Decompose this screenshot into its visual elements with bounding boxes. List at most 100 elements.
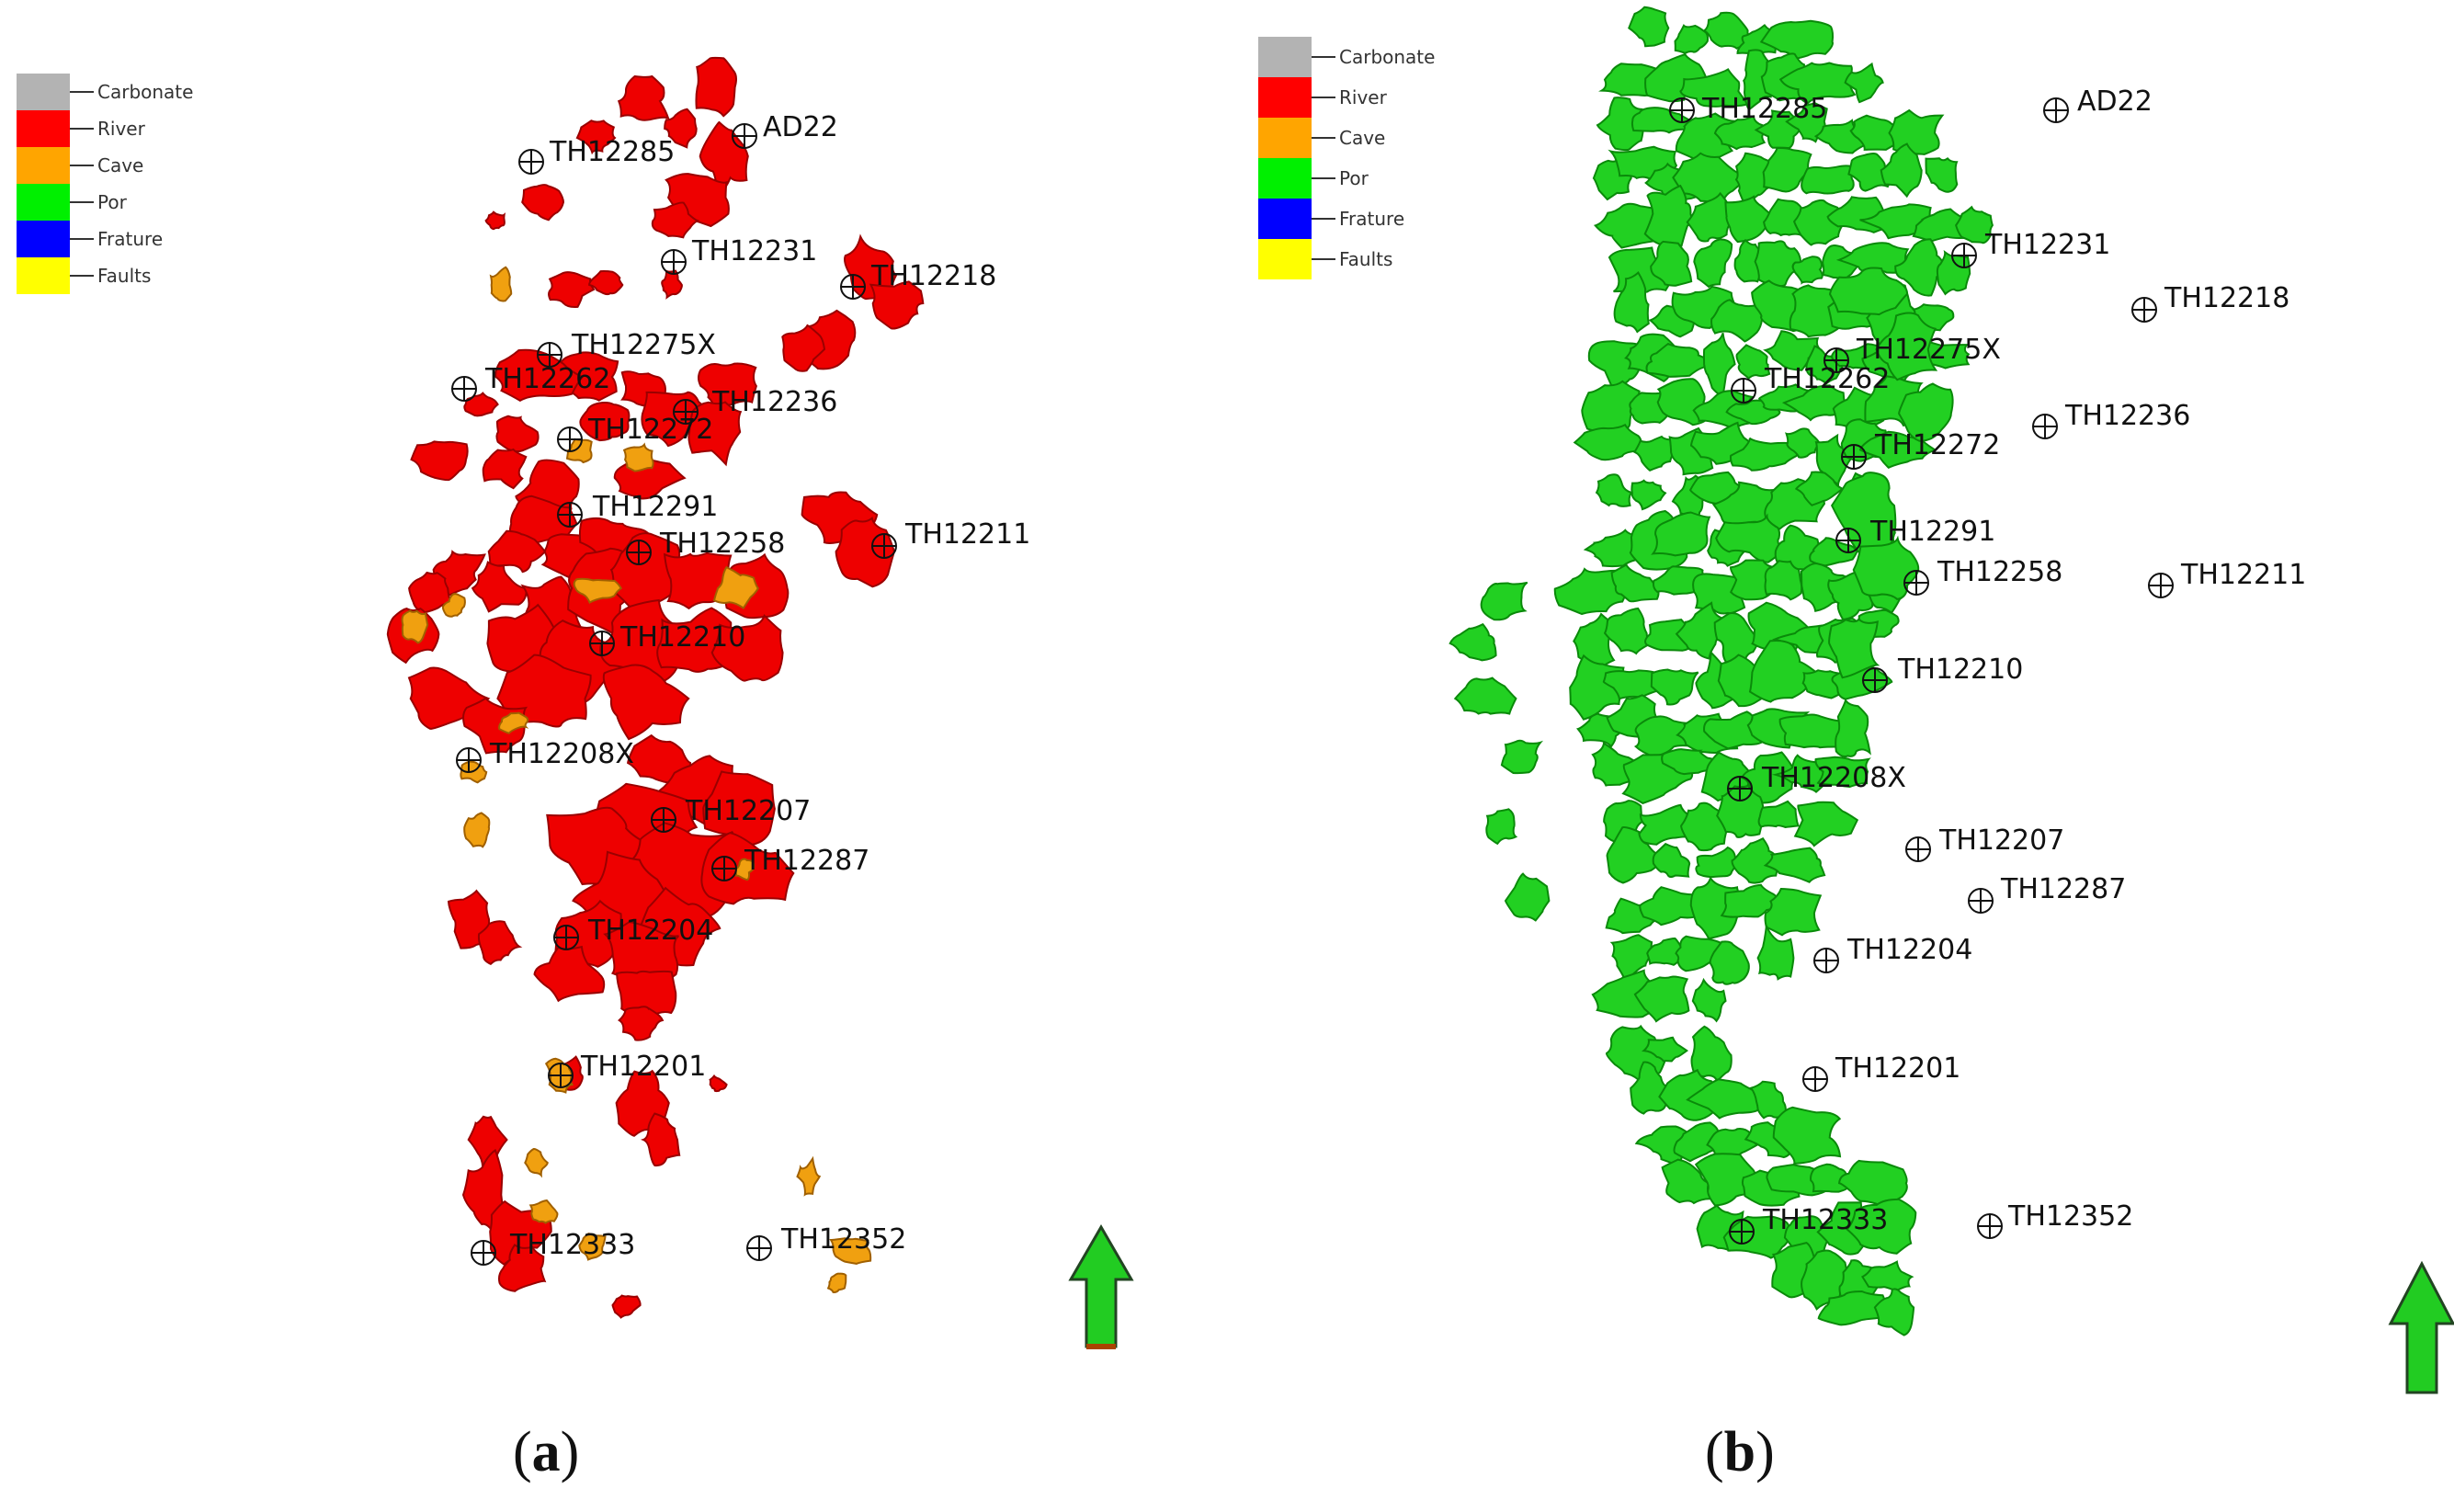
panel-a: Carbonate River Cave Por Frature Faults: [17, 56, 1134, 1484]
well-label: TH12287: [744, 845, 869, 877]
well-marker: TH12211: [871, 518, 1030, 559]
cave-body: [573, 577, 623, 604]
well-label: TH12236: [711, 386, 837, 418]
legend-label: Frature: [1339, 208, 1405, 230]
porosity-body: [1646, 937, 1685, 966]
porosity-body: [1852, 535, 1920, 600]
cave-body: [489, 266, 513, 302]
porosity-body: [1749, 1080, 1787, 1120]
porosity-body: [1686, 191, 1733, 243]
river-body: [640, 1112, 681, 1167]
porosity-body: [1743, 49, 1773, 111]
river-body: [579, 402, 631, 442]
well-marker: TH12210: [589, 621, 745, 656]
well-label: TH12218: [870, 260, 996, 292]
well-marker: TH12333: [1729, 1204, 1888, 1245]
porosity-body: [1613, 271, 1650, 334]
cave-body: [796, 1155, 822, 1197]
porosity-body: [1628, 6, 1670, 48]
river-body: [463, 392, 499, 417]
legend-swatch-frature: [17, 221, 70, 257]
porosity-body: [1702, 332, 1736, 396]
porosity-body: [1793, 801, 1859, 847]
porosity-body: [1858, 430, 1937, 469]
porosity-body: [1873, 1288, 1915, 1336]
porosity-body: [1650, 240, 1693, 287]
porosity-body: [1809, 537, 1858, 567]
porosity-body: [1735, 344, 1771, 380]
well-label: TH12211: [2180, 559, 2306, 591]
porosity-body: [1844, 62, 1884, 104]
well-label: TH12275X: [1856, 334, 2001, 366]
porosity-body: [1880, 142, 1923, 199]
cave-body: [622, 442, 654, 472]
well-label: TH12201: [1835, 1052, 1960, 1085]
well-marker: TH12287: [711, 845, 869, 881]
porosity-body: [1675, 935, 1725, 972]
well-markers: AD22 TH12285 TH12231 TH12218 TH12275XTH12262…: [451, 111, 1030, 1266]
porosity-body: [1785, 427, 1822, 459]
well-markers: TH12285 AD22 TH12231 TH12218 TH12275XTH12262…: [1669, 85, 2306, 1245]
well-label: TH12272: [587, 414, 713, 446]
well-marker: TH12333: [471, 1229, 635, 1266]
well-marker: TH12275X: [537, 329, 716, 368]
porosity-body: [1763, 198, 1805, 238]
river-body: [663, 551, 733, 610]
river-body: [521, 184, 565, 222]
legend-swatch-cave: [17, 147, 70, 184]
river-body: [548, 271, 596, 309]
cave-body: [578, 1233, 607, 1261]
well-label: TH12291: [592, 491, 718, 523]
legend-swatch-river: [17, 110, 70, 147]
well-marker: TH12218: [840, 260, 996, 300]
well-marker: TH12236: [2032, 400, 2190, 439]
well-marker: TH12204: [1813, 934, 1972, 973]
river-body: [588, 270, 624, 296]
river-body: [709, 1074, 728, 1093]
well-marker: TH12291: [1835, 516, 1995, 553]
well-label: TH12207: [685, 795, 811, 827]
porosity-body: [1772, 1106, 1842, 1165]
river-body: [487, 529, 547, 574]
well-label: TH12287: [2000, 873, 2126, 905]
porosity-body: [1485, 808, 1518, 846]
well-label: TH12291: [1869, 516, 1995, 548]
porosity-body: [1602, 669, 1661, 700]
cave-body: [528, 1199, 559, 1224]
river-body: [695, 56, 738, 118]
river-body: [462, 697, 528, 755]
porosity-body: [1573, 423, 1644, 461]
well-label: TH12218: [2164, 282, 2289, 314]
river-body: [495, 415, 540, 453]
river-body: [611, 1294, 642, 1319]
well-label: TH12210: [619, 621, 745, 654]
porosity-body: [1703, 711, 1763, 750]
well-label: TH12333: [1762, 1204, 1888, 1236]
porosity-body: [1736, 23, 1778, 55]
porosity-body: [1847, 153, 1892, 192]
porosity-body: [1835, 242, 1912, 274]
well-marker: TH12231: [661, 235, 817, 275]
porosity-body: [1860, 1260, 1914, 1292]
porosity-body: [1794, 471, 1845, 506]
river-body: [410, 440, 469, 482]
well-marker: TH12352: [1977, 1200, 2133, 1239]
legend-label: River: [1339, 86, 1387, 108]
porosity-body: [1764, 560, 1803, 601]
legend-label: Faults: [97, 265, 152, 287]
legend-swatch-faults: [1258, 239, 1312, 279]
well-marker: TH12262: [1731, 363, 1890, 404]
porosity-body: [1645, 342, 1721, 378]
porosity-body: [1781, 384, 1846, 422]
legend-label: Por: [1339, 167, 1369, 189]
cave-body: [524, 1147, 549, 1178]
river-body: [702, 770, 776, 847]
reservoir-map-river-cave: AD22 TH12285 TH12231 TH12218 TH12275XTH12262…: [386, 56, 1134, 1349]
well-marker: TH12258: [626, 528, 785, 565]
porosity-body: [1756, 925, 1795, 981]
well-label: TH12275X: [571, 329, 716, 361]
well-marker: TH12275X: [1823, 334, 2001, 373]
river-body: [575, 119, 617, 155]
well-marker: TH12208X: [1727, 762, 1906, 801]
legend-label: Por: [97, 191, 127, 213]
